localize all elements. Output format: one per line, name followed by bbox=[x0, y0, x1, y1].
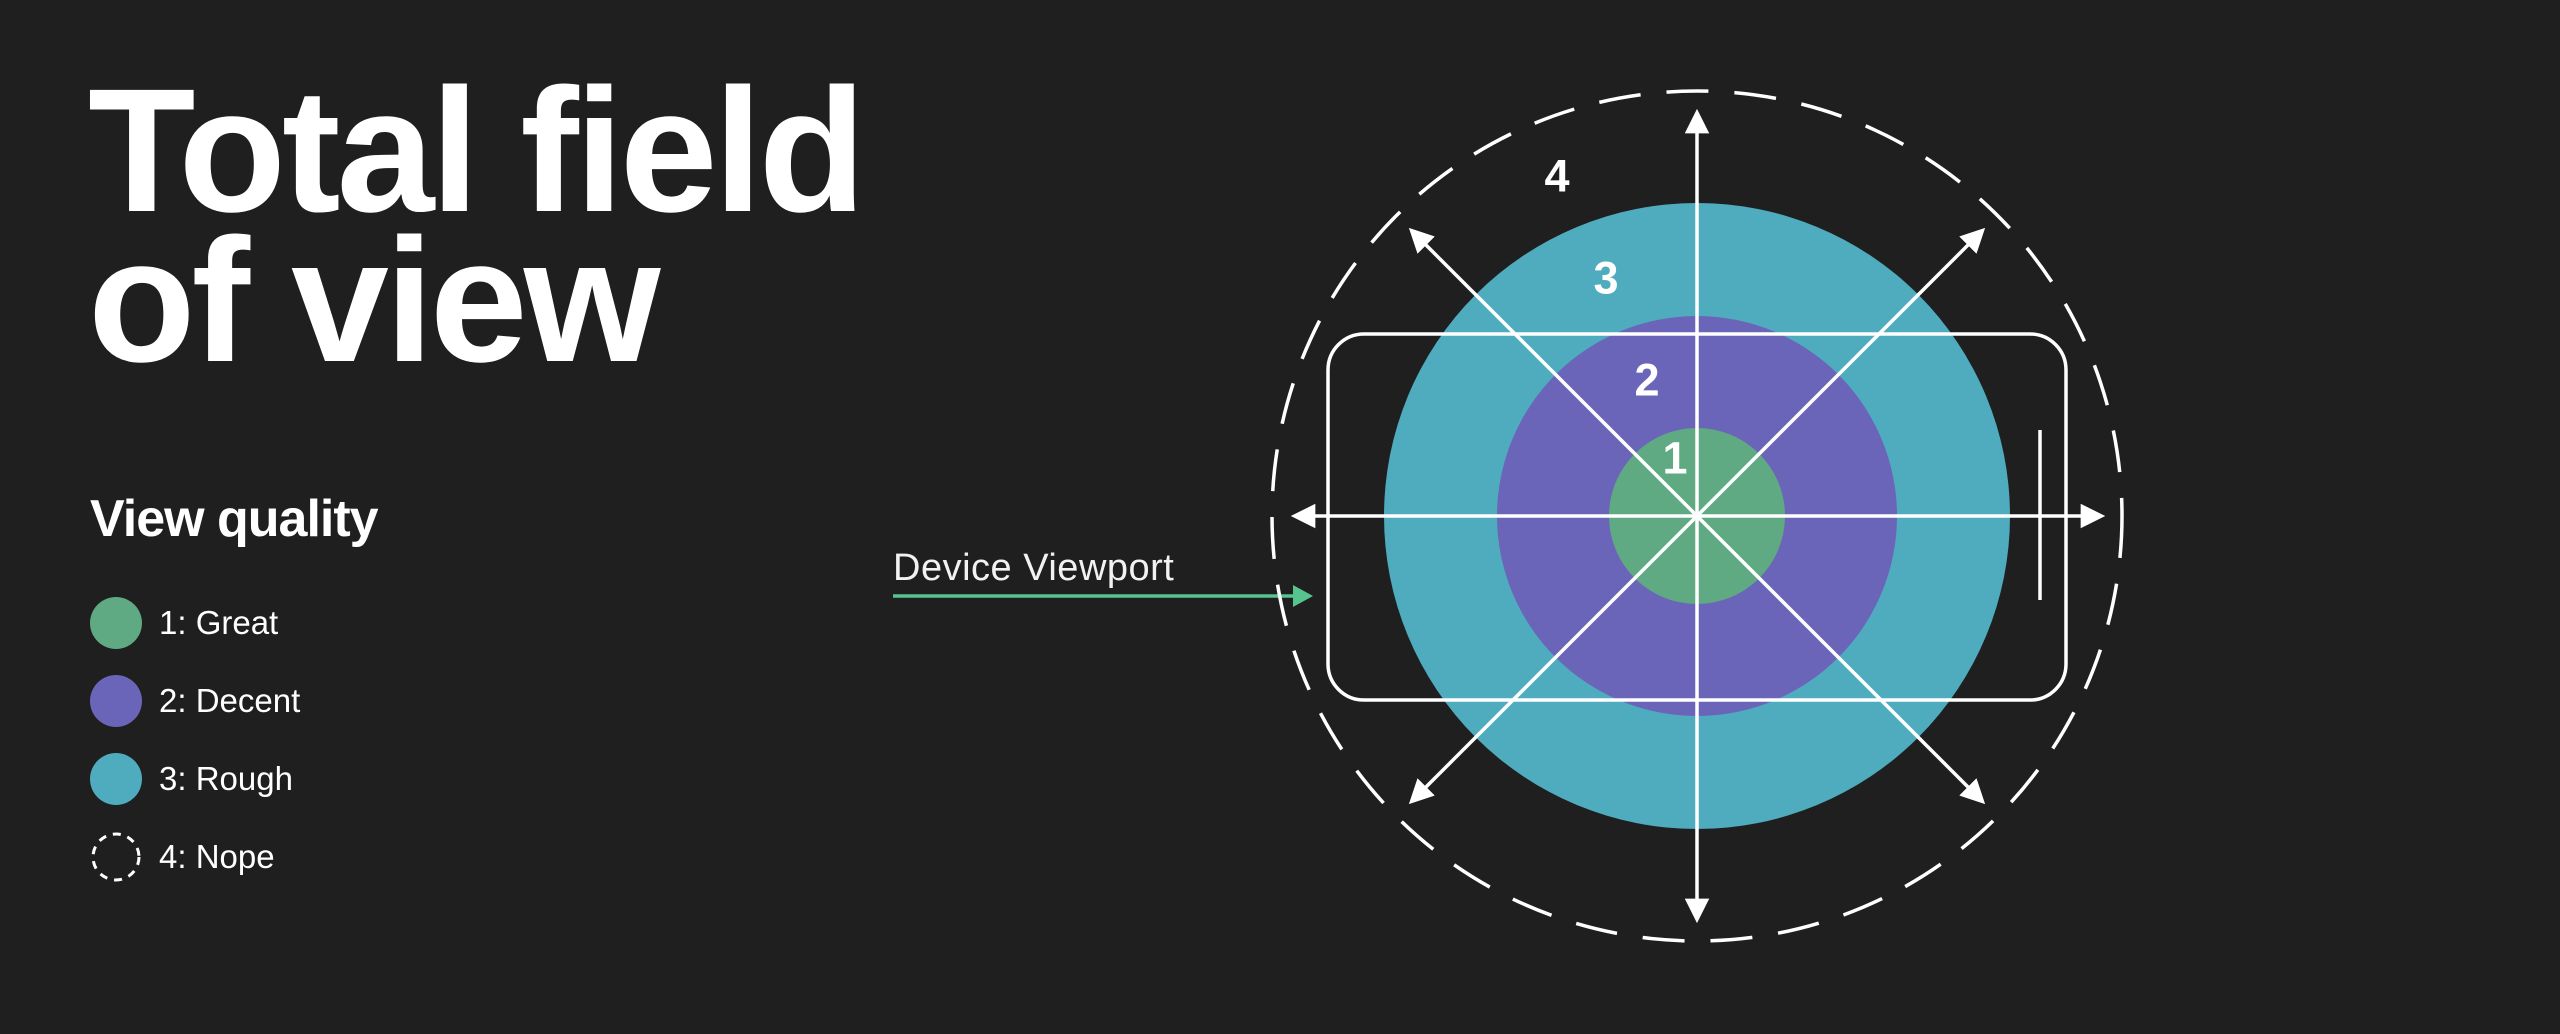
ring-4-nope-dashed-circle bbox=[1270, 89, 2124, 943]
ring-label-3: 3 bbox=[1593, 253, 1618, 304]
legend-item-nope: 4: Nope bbox=[90, 831, 300, 883]
viewport-pointer-arrowhead-icon bbox=[1293, 585, 1313, 607]
legend-label-great: 1: Great bbox=[159, 604, 279, 641]
ring-label-1: 1 bbox=[1662, 433, 1687, 484]
legend-swatch-decent-icon bbox=[90, 675, 142, 727]
rough-color-dot bbox=[90, 753, 142, 805]
arrow-down-right bbox=[1695, 514, 1986, 805]
arrow-up-left bbox=[1408, 227, 1699, 518]
fov-arrows bbox=[1290, 108, 2106, 924]
legend-label-decent: 2: Decent bbox=[159, 682, 301, 719]
page-title-line-1: Total field bbox=[88, 53, 866, 249]
legend-item-decent: 2: Decent bbox=[90, 675, 300, 727]
page-title: Total field of view bbox=[88, 53, 866, 399]
ring-label-2: 2 bbox=[1634, 355, 1659, 406]
arrow-up-right bbox=[1695, 227, 1986, 518]
legend-swatch-great-icon bbox=[90, 597, 142, 649]
legend-item-rough: 3: Rough bbox=[90, 753, 300, 805]
legend-item-great: 1: Great bbox=[90, 597, 300, 649]
nope-dashed-dot bbox=[91, 832, 141, 882]
decent-color-dot bbox=[90, 675, 142, 727]
viewport-callout: Device Viewport bbox=[893, 547, 1313, 607]
legend: 1: Great 2: Decent 3: Rough 4: Nope bbox=[90, 597, 300, 883]
page-title-line-2: of view bbox=[88, 203, 661, 399]
ring-label-4: 4 bbox=[1544, 151, 1569, 202]
great-color-dot bbox=[90, 597, 142, 649]
legend-heading: View quality bbox=[90, 490, 379, 548]
viewport-label: Device Viewport bbox=[893, 547, 1174, 589]
legend-swatch-rough-icon bbox=[90, 753, 142, 805]
legend-label-nope: 4: Nope bbox=[159, 838, 275, 875]
legend-label-rough: 3: Rough bbox=[159, 760, 293, 797]
legend-swatch-nope-icon bbox=[91, 832, 141, 882]
arrow-down-left bbox=[1408, 514, 1699, 805]
